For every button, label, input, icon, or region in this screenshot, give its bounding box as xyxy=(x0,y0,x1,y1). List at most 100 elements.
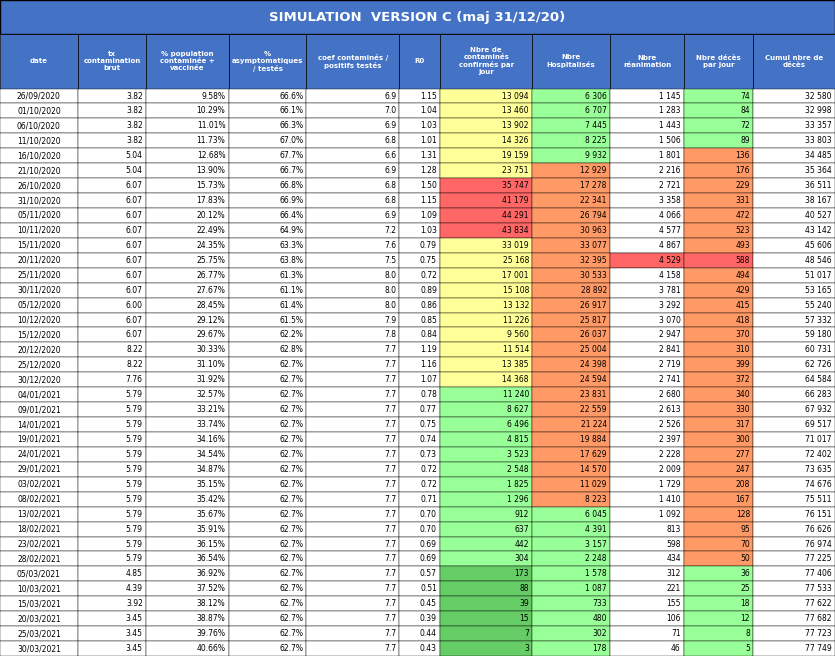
Text: 1 506: 1 506 xyxy=(659,136,681,146)
Text: %
asymptomatiques
/ testés: % asymptomatiques / testés xyxy=(232,51,303,72)
Text: 35.42%: 35.42% xyxy=(196,495,225,504)
Text: 7.7: 7.7 xyxy=(384,599,396,608)
Text: 304: 304 xyxy=(514,554,529,564)
Bar xyxy=(399,223,440,238)
Bar xyxy=(533,133,610,148)
Text: 38.87%: 38.87% xyxy=(196,614,225,623)
Bar xyxy=(533,432,610,447)
Bar xyxy=(306,148,399,163)
Bar xyxy=(533,402,610,417)
Bar xyxy=(0,312,78,327)
Text: 55 240: 55 240 xyxy=(805,300,832,310)
Text: 7.2: 7.2 xyxy=(384,226,396,235)
Bar xyxy=(229,522,306,537)
Text: 62.7%: 62.7% xyxy=(279,420,303,429)
Bar xyxy=(229,163,306,178)
Bar xyxy=(306,537,399,552)
Bar xyxy=(306,283,399,298)
Text: 0.72: 0.72 xyxy=(420,271,437,279)
Bar xyxy=(440,537,533,552)
Bar xyxy=(78,537,146,552)
Bar xyxy=(0,417,78,432)
Bar xyxy=(440,133,533,148)
Text: 7.8: 7.8 xyxy=(384,331,396,339)
Bar xyxy=(146,34,229,89)
Bar xyxy=(78,492,146,506)
Bar xyxy=(229,34,306,89)
Text: 25.75%: 25.75% xyxy=(196,256,225,265)
Bar xyxy=(146,89,229,104)
Bar xyxy=(0,298,78,312)
Text: 2 719: 2 719 xyxy=(659,360,681,369)
Bar xyxy=(306,641,399,656)
Bar xyxy=(753,506,835,522)
Bar xyxy=(684,522,753,537)
Bar xyxy=(78,477,146,492)
Bar xyxy=(146,387,229,402)
Text: 4 158: 4 158 xyxy=(659,271,681,279)
Bar xyxy=(684,373,753,387)
Bar xyxy=(399,373,440,387)
Text: 1 443: 1 443 xyxy=(659,121,681,131)
Bar xyxy=(533,148,610,163)
Text: 25 004: 25 004 xyxy=(580,345,607,354)
Text: 4 529: 4 529 xyxy=(659,256,681,265)
Text: 77 622: 77 622 xyxy=(805,599,832,608)
Text: 7.7: 7.7 xyxy=(384,345,396,354)
Text: 25 168: 25 168 xyxy=(503,256,529,265)
Text: Nbre
réanimation: Nbre réanimation xyxy=(623,55,671,68)
Text: 77 723: 77 723 xyxy=(805,629,832,638)
Bar xyxy=(146,596,229,611)
Bar xyxy=(0,537,78,552)
Text: 4 577: 4 577 xyxy=(659,226,681,235)
Bar xyxy=(0,163,78,178)
Bar xyxy=(0,432,78,447)
Text: 10/03/2021: 10/03/2021 xyxy=(17,584,61,593)
Bar xyxy=(229,492,306,506)
Bar xyxy=(399,119,440,133)
Text: 72: 72 xyxy=(741,121,750,131)
Text: 51 017: 51 017 xyxy=(805,271,832,279)
Bar xyxy=(399,626,440,641)
Bar xyxy=(146,402,229,417)
Bar xyxy=(78,178,146,193)
Text: 415: 415 xyxy=(736,300,750,310)
Bar xyxy=(753,447,835,462)
Bar xyxy=(146,417,229,432)
Bar xyxy=(753,327,835,342)
Text: 8 225: 8 225 xyxy=(585,136,607,146)
Text: 637: 637 xyxy=(514,525,529,533)
Text: 0.86: 0.86 xyxy=(420,300,437,310)
Text: 77 682: 77 682 xyxy=(805,614,832,623)
Bar xyxy=(753,298,835,312)
Text: 5.79: 5.79 xyxy=(126,420,143,429)
Bar xyxy=(399,163,440,178)
Text: 17 278: 17 278 xyxy=(580,181,607,190)
Bar xyxy=(306,581,399,596)
Bar xyxy=(146,253,229,268)
Text: 2 841: 2 841 xyxy=(660,345,681,354)
Bar xyxy=(399,611,440,626)
Text: 12: 12 xyxy=(741,614,750,623)
Text: 61.3%: 61.3% xyxy=(279,271,303,279)
Bar xyxy=(533,104,610,119)
Text: 15 108: 15 108 xyxy=(503,285,529,295)
Bar xyxy=(440,268,533,283)
Bar xyxy=(440,462,533,477)
Bar xyxy=(229,178,306,193)
Bar xyxy=(753,342,835,358)
Text: 0.78: 0.78 xyxy=(420,390,437,400)
Bar xyxy=(146,432,229,447)
Bar xyxy=(684,312,753,327)
Bar xyxy=(440,447,533,462)
Bar xyxy=(306,208,399,223)
Bar xyxy=(306,492,399,506)
Text: 480: 480 xyxy=(592,614,607,623)
Text: 6 707: 6 707 xyxy=(584,106,607,115)
Bar xyxy=(684,432,753,447)
Bar xyxy=(0,447,78,462)
Bar xyxy=(306,268,399,283)
Bar xyxy=(399,133,440,148)
Bar xyxy=(533,417,610,432)
Text: 7 445: 7 445 xyxy=(584,121,607,131)
